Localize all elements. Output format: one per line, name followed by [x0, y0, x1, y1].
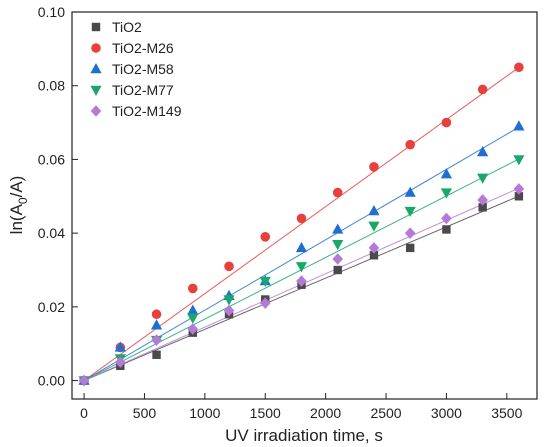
data-point: [295, 241, 308, 253]
y-tick-label: 0.04: [38, 225, 65, 241]
x-tick-label: 2500: [370, 405, 401, 421]
legend-label: TiO2: [112, 19, 142, 35]
x-tick-label: 3000: [431, 405, 462, 421]
data-point: [514, 62, 524, 73]
data-point: [114, 341, 126, 352]
data-point: [151, 334, 162, 346]
data-point: [404, 227, 416, 239]
data-point: [441, 212, 452, 225]
data-point: [333, 265, 342, 275]
data-points: [78, 62, 525, 387]
fit-line: [83, 126, 520, 382]
data-point: [296, 275, 307, 287]
data-point: [440, 188, 453, 199]
legend-label: TiO2-M26: [112, 40, 174, 56]
data-point: [513, 183, 525, 195]
x-tick-label: 2000: [310, 405, 341, 421]
data-point: [150, 319, 163, 330]
data-point: [296, 213, 307, 224]
x-tick-label: 1500: [250, 405, 281, 421]
x-tick-label: 500: [133, 405, 157, 421]
data-point: [151, 309, 162, 320]
y-axis-title-subscript: 0: [16, 197, 30, 204]
data-point: [441, 117, 452, 128]
data-point: [368, 205, 380, 216]
y-tick-label: 0.00: [38, 373, 65, 389]
data-point: [404, 206, 416, 218]
data-point: [440, 168, 453, 179]
legend-marker: [91, 22, 101, 32]
legend-marker: [90, 85, 102, 96]
legend-marker: [91, 43, 101, 53]
legend-marker: [90, 105, 102, 117]
data-point: [478, 203, 487, 212]
data-point: [259, 276, 271, 288]
data-point: [260, 232, 271, 242]
y-axis-title: ln(A0/A): [7, 176, 30, 235]
data-point: [332, 223, 344, 234]
y-tick-label: 0.10: [38, 4, 65, 20]
data-point: [187, 323, 199, 335]
data-point: [442, 225, 451, 234]
data-point: [513, 155, 525, 166]
data-point: [295, 262, 308, 273]
data-point: [369, 251, 379, 260]
data-point: [187, 304, 199, 315]
data-point: [405, 139, 415, 150]
data-point: [187, 283, 198, 294]
x-axis-title: UV irradiation time, s: [225, 426, 383, 445]
data-point: [405, 243, 415, 253]
data-point: [477, 146, 489, 157]
legend-label: TiO2-M77: [112, 82, 174, 98]
y-tick-label: 0.06: [38, 151, 65, 167]
data-point: [224, 261, 234, 272]
data-point: [259, 297, 271, 309]
data-point: [477, 194, 488, 206]
data-point: [369, 162, 379, 172]
plot-frame: [71, 11, 538, 400]
legend-label: TiO2-M149: [112, 103, 182, 119]
data-point: [223, 304, 235, 317]
data-point: [115, 356, 126, 368]
data-point: [368, 221, 380, 232]
data-point: [368, 242, 380, 254]
legend-marker: [90, 63, 102, 74]
data-point: [477, 173, 489, 184]
data-point: [514, 192, 524, 201]
data-point: [404, 186, 416, 197]
legend-label: TiO2-M58: [112, 61, 174, 77]
x-tick-label: 1000: [189, 405, 220, 421]
y-axis-title-main: ln(A: [7, 203, 26, 234]
data-point: [332, 187, 343, 198]
data-point: [513, 120, 525, 131]
data-point: [78, 374, 90, 387]
data-point: [477, 84, 488, 95]
x-tick-label: 0: [80, 405, 88, 421]
y-axis-title-tail: /A): [7, 176, 26, 198]
data-point: [332, 253, 344, 265]
data-point: [152, 350, 161, 359]
y-tick-label: 0.02: [38, 299, 65, 315]
axis-ticks: 0 500 1000 1500 2000 2500 3000 3500 0.00 0.02 0.04…: [38, 4, 523, 421]
y-tick-label: 0.08: [38, 78, 65, 94]
x-tick-label: 3500: [491, 405, 522, 421]
legend: TiO2 TiO2-M26 TiO2-M58 TiO2-M77 TiO2-M149: [90, 19, 182, 119]
data-point: [187, 313, 199, 324]
data-point: [223, 295, 235, 306]
data-point: [332, 240, 344, 251]
